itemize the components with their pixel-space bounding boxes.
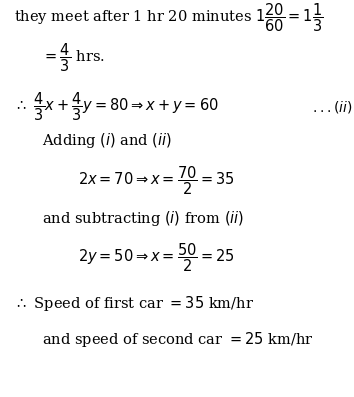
Text: $\therefore$ Speed of first car $= 35$ km/hr: $\therefore$ Speed of first car $= 35$ k… — [14, 294, 254, 313]
Text: Adding $(i)$ and $({ii})$: Adding $(i)$ and $({ii})$ — [42, 131, 172, 150]
Text: $2x = 70 \Rightarrow x = \dfrac{70}{2} = 35$: $2x = 70 \Rightarrow x = \dfrac{70}{2} =… — [78, 164, 235, 197]
Text: $2y = 50{\Rightarrow} x = \dfrac{50}{2} = 25$: $2y = 50{\Rightarrow} x = \dfrac{50}{2} … — [78, 242, 235, 274]
Text: and speed of second car $= 25$ km/hr: and speed of second car $= 25$ km/hr — [42, 330, 314, 349]
Text: $= \dfrac{4}{3}$ hrs.: $= \dfrac{4}{3}$ hrs. — [42, 41, 105, 74]
Text: and subtracting $(i)$ from $({ii})$: and subtracting $(i)$ from $({ii})$ — [42, 209, 245, 228]
Text: $...({ii})$: $...({ii})$ — [312, 99, 352, 115]
Text: they meet after 1 hr 20 minutes $1\dfrac{20}{60} = 1\dfrac{1}{3}$: they meet after 1 hr 20 minutes $1\dfrac… — [14, 2, 324, 34]
Text: $\therefore\ \dfrac{4}{3}x + \dfrac{4}{3}y = 80 \Rightarrow x + y = 60$: $\therefore\ \dfrac{4}{3}x + \dfrac{4}{3… — [14, 91, 219, 123]
